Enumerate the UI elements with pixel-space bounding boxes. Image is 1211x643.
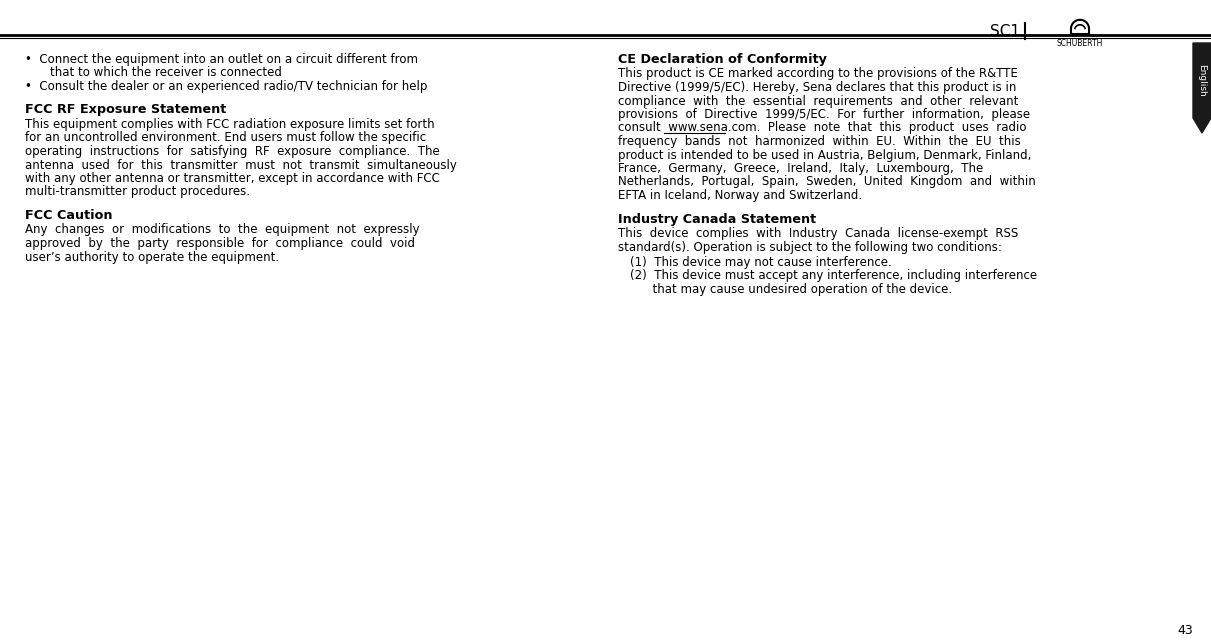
Text: antenna  used  for  this  transmitter  must  not  transmit  simultaneously: antenna used for this transmitter must n…: [25, 159, 457, 172]
Text: approved  by  the  party  responsible  for  compliance  could  void: approved by the party responsible for co…: [25, 237, 415, 250]
Text: multi-transmitter product procedures.: multi-transmitter product procedures.: [25, 185, 249, 199]
Text: operating  instructions  for  satisfying  RF  exposure  compliance.  The: operating instructions for satisfying RF…: [25, 145, 440, 158]
Text: Directive (1999/5/EC). Hereby, Sena declares that this product is in: Directive (1999/5/EC). Hereby, Sena decl…: [618, 81, 1016, 94]
Text: Any  changes  or  modifications  to  the  equipment  not  expressly: Any changes or modifications to the equi…: [25, 224, 420, 237]
Text: product is intended to be used in Austria, Belgium, Denmark, Finland,: product is intended to be used in Austri…: [618, 149, 1032, 161]
Text: standard(s). Operation is subject to the following two conditions:: standard(s). Operation is subject to the…: [618, 240, 1001, 253]
Text: that may cause undesired operation of the device.: that may cause undesired operation of th…: [630, 283, 952, 296]
Text: Netherlands,  Portugal,  Spain,  Sweden,  United  Kingdom  and  within: Netherlands, Portugal, Spain, Sweden, Un…: [618, 176, 1035, 188]
Text: that to which the receiver is connected: that to which the receiver is connected: [35, 66, 282, 80]
Text: SCHUBERTH: SCHUBERTH: [1057, 39, 1103, 48]
Text: (1)  This device may not cause interference.: (1) This device may not cause interferen…: [630, 256, 891, 269]
Text: with any other antenna or transmitter, except in accordance with FCC: with any other antenna or transmitter, e…: [25, 172, 440, 185]
Text: SC1: SC1: [991, 24, 1020, 39]
Text: consult  www.sena.com.  Please  note  that  this  product  uses  radio: consult www.sena.com. Please note that t…: [618, 122, 1027, 134]
Text: FCC RF Exposure Statement: FCC RF Exposure Statement: [25, 104, 226, 116]
Text: This equipment complies with FCC radiation exposure limits set forth: This equipment complies with FCC radiati…: [25, 118, 435, 131]
Text: for an uncontrolled environment. End users must follow the specific: for an uncontrolled environment. End use…: [25, 132, 426, 145]
Text: provisions  of  Directive  1999/5/EC.  For  further  information,  please: provisions of Directive 1999/5/EC. For f…: [618, 108, 1031, 121]
Text: user’s authority to operate the equipment.: user’s authority to operate the equipmen…: [25, 251, 279, 264]
Text: Industry Canada Statement: Industry Canada Statement: [618, 212, 816, 226]
Text: EFTA in Iceland, Norway and Switzerland.: EFTA in Iceland, Norway and Switzerland.: [618, 189, 862, 202]
Text: English: English: [1198, 64, 1206, 97]
Text: •  Consult the dealer or an experienced radio/TV technician for help: • Consult the dealer or an experienced r…: [25, 80, 427, 93]
Text: CE Declaration of Conformity: CE Declaration of Conformity: [618, 53, 827, 66]
Text: compliance  with  the  essential  requirements  and  other  relevant: compliance with the essential requiremen…: [618, 95, 1018, 107]
Text: This  device  complies  with  Industry  Canada  license-exempt  RSS: This device complies with Industry Canad…: [618, 227, 1018, 240]
Text: This product is CE marked according to the provisions of the R&TTE: This product is CE marked according to t…: [618, 68, 1018, 80]
Text: FCC Caution: FCC Caution: [25, 209, 113, 222]
Text: frequency  bands  not  harmonized  within  EU.  Within  the  EU  this: frequency bands not harmonized within EU…: [618, 135, 1021, 148]
Text: (2)  This device must accept any interference, including interference: (2) This device must accept any interfer…: [630, 269, 1037, 282]
Text: •  Connect the equipment into an outlet on a circuit different from: • Connect the equipment into an outlet o…: [25, 53, 418, 66]
Text: 43: 43: [1177, 624, 1193, 637]
Polygon shape: [1193, 43, 1211, 133]
Text: France,  Germany,  Greece,  Ireland,  Italy,  Luxembourg,  The: France, Germany, Greece, Ireland, Italy,…: [618, 162, 983, 175]
